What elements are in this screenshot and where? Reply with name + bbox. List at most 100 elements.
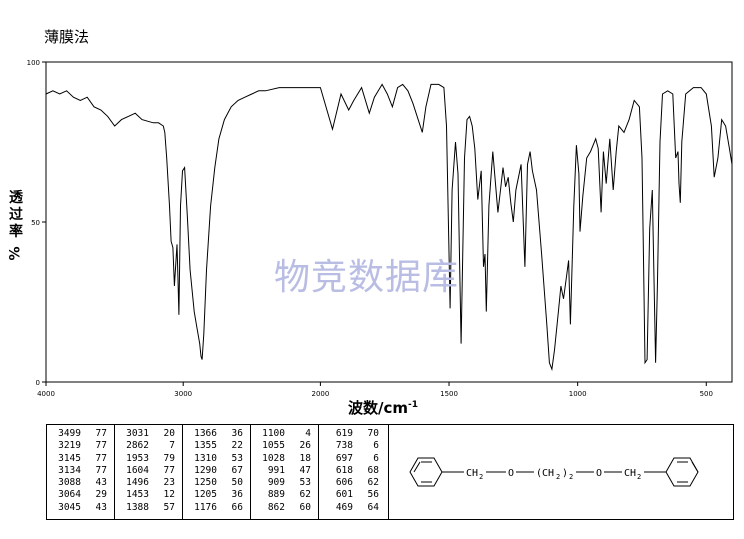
peak-row: 1205 36 [183,489,250,501]
transmittance-cell: 62 [299,489,311,501]
wavenumber-cell: 1100 [262,428,285,439]
peak-row: 1028 18 [251,453,318,465]
y-tick-label: 50 [31,219,40,227]
wavenumber-cell: 3064 [58,489,81,501]
wavenumber-cell: 619 [335,428,353,439]
wavenumber-cell: 3499 [58,428,81,439]
chemical-structure: CH 2 O (CH 2 ) 2 O CH 2 [388,424,734,520]
wavenumber-cell: 1496 [126,477,149,489]
transmittance-cell: 23 [163,477,175,489]
wavenumber-cell: 601 [335,489,353,501]
wavenumber-cell: 606 [335,477,353,489]
transmittance-cell: 43 [95,501,107,513]
wavenumber-cell: 2862 [126,440,149,452]
peak-row: 1100 4 [251,428,318,440]
peak-row: 3219 77 [47,440,114,452]
peak-row: 2862 7 [115,440,182,452]
peak-row: 606 62 [319,477,388,489]
page-title: 薄膜法 [44,28,90,46]
wavenumber-cell: 469 [335,501,353,513]
y-axis-label: 透 过 率 % [4,190,28,262]
x-tick-label: 1500 [440,390,458,398]
transmittance-cell: 36 [231,428,243,439]
peak-row: 1604 77 [115,465,182,477]
peak-row: 1388 57 [115,502,182,514]
wavenumber-cell: 1176 [194,501,217,513]
peak-row: 619 70 [319,428,388,440]
wavenumber-cell: 889 [267,489,285,501]
peak-row: 1176 66 [183,502,250,514]
subscript: 2 [556,473,560,481]
peak-row: 889 62 [251,489,318,501]
wavenumber-cell: 1205 [194,489,217,501]
y-label-unit: % [7,246,24,261]
transmittance-cell: 66 [231,501,243,513]
peak-row: 601 56 [319,489,388,501]
transmittance-cell: 56 [367,489,379,501]
x-label-exponent: -1 [408,400,419,410]
wavenumber-cell: 1310 [194,452,217,464]
peak-row: 738 6 [319,440,388,452]
transmittance-cell: 7 [169,440,175,452]
x-label-text: 波数/cm [348,399,409,417]
x-tick-label: 500 [700,390,713,398]
transmittance-cell: 6 [373,452,379,464]
transmittance-cell: 43 [95,477,107,489]
x-axis-label: 波数/cm-1 [348,397,418,418]
transmittance-cell: 53 [231,452,243,464]
peak-table: 3499 77 3219 77 3145 77 3134 77 3088 43 3064 29 3045… [46,424,389,520]
benzene-ring-left-icon [409,457,443,487]
peak-column: 3031 20 2862 7 1953 79 1604 77 1496 23 1453 12 1388 5… [115,425,183,519]
peak-row: 3031 20 [115,428,182,440]
transmittance-cell: 22 [231,440,243,452]
transmittance-cell: 50 [231,477,243,489]
peak-row: 1055 26 [251,440,318,452]
peak-column: 1100 4 1055 26 1028 18 991 47 909 53 889 62 862 60 [251,425,319,519]
peak-row: 1366 36 [183,428,250,440]
peak-row: 3064 29 [47,489,114,501]
peak-row: 1953 79 [115,453,182,465]
subscript: 2 [479,473,483,481]
wavenumber-cell: 1604 [126,464,149,476]
transmittance-cell: 47 [299,464,311,476]
peak-row: 1355 22 [183,440,250,452]
y-label-char: 透 [9,190,23,206]
group-label: O [596,468,602,479]
transmittance-cell: 64 [367,501,379,513]
wavenumber-cell: 3031 [126,428,149,439]
wavenumber-cell: 697 [335,452,353,464]
wavenumber-cell: 1388 [126,501,149,513]
transmittance-cell: 26 [299,440,311,452]
peak-row: 1250 50 [183,477,250,489]
transmittance-cell: 60 [299,501,311,513]
transmittance-cell: 67 [231,464,243,476]
wavenumber-cell: 1028 [262,452,285,464]
peak-row: 3088 43 [47,477,114,489]
group-label: O [508,468,514,479]
wavenumber-cell: 3134 [58,464,81,476]
y-tick-label: 0 [36,379,40,387]
group-label: (CH [536,468,554,479]
y-label-char: 率 [9,224,23,240]
x-tick-label: 2000 [311,390,329,398]
peak-column: 3499 77 3219 77 3145 77 3134 77 3088 43 3064 29 3045… [47,425,115,519]
wavenumber-cell: 1055 [262,440,285,452]
transmittance-cell: 79 [163,452,175,464]
transmittance-cell: 18 [299,452,311,464]
transmittance-cell: 62 [367,477,379,489]
peak-row: 3045 43 [47,502,114,514]
wavenumber-cell: 3088 [58,477,81,489]
peak-column: 619 70 738 6 697 6 618 68 606 62 601 56 469 64 [319,425,388,519]
wavenumber-cell: 3219 [58,440,81,452]
transmittance-cell: 53 [299,477,311,489]
transmittance-cell: 77 [163,464,175,476]
y-label-char: 过 [9,207,23,223]
subscript: 2 [637,473,641,481]
peak-column: 1366 36 1355 22 1310 53 1290 67 1250 50 1205 36 1176… [183,425,251,519]
peak-row: 991 47 [251,465,318,477]
x-tick-label: 3000 [174,390,192,398]
peak-row: 469 64 [319,502,388,514]
x-tick-label: 1000 [569,390,587,398]
wavenumber-cell: 618 [335,464,353,476]
benzene-ring-right-icon [665,457,699,487]
